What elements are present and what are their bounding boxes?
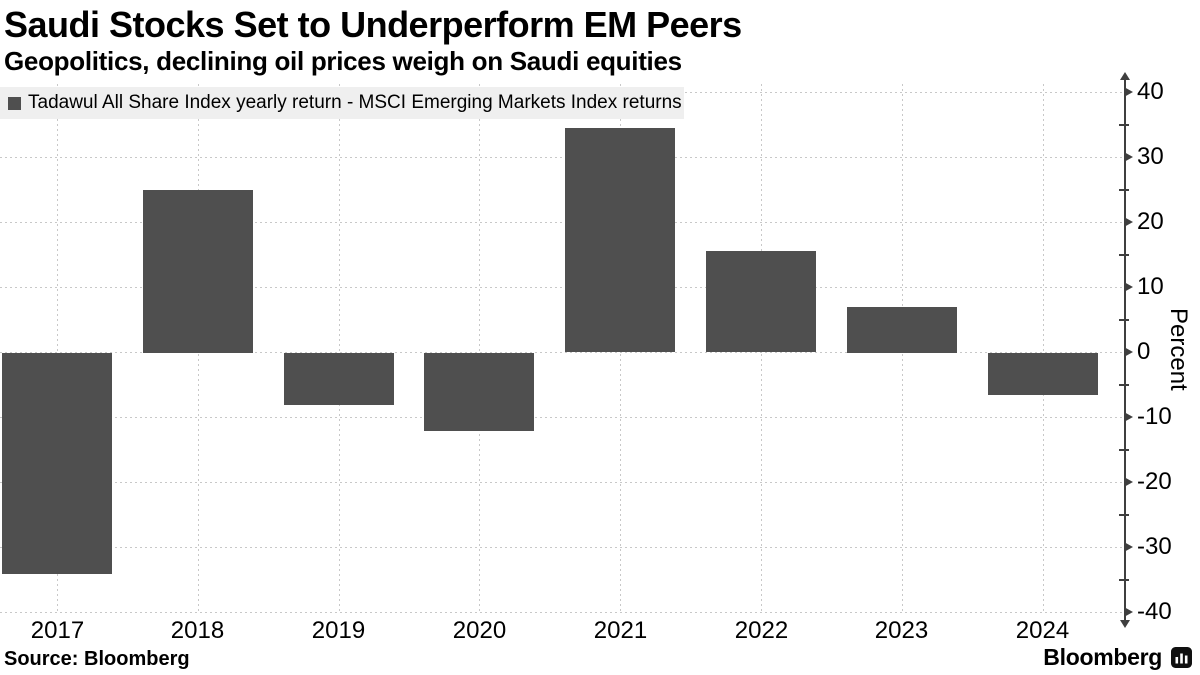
y-tick-arrow-icon--10 (1124, 412, 1133, 422)
gridline-y-10 (0, 417, 1125, 418)
y-tick-arrow-icon--40 (1124, 607, 1133, 617)
bar-2020 (424, 353, 534, 431)
gridline-y-20 (0, 482, 1125, 483)
x-tick-label-2020: 2020 (452, 617, 507, 644)
legend: Tadawul All Share Index yearly return - … (0, 87, 684, 119)
x-tick-label-2023: 2023 (874, 617, 929, 644)
bar-2018 (143, 190, 253, 353)
y-tick-arrow-icon-40 (1124, 87, 1133, 97)
bloomberg-chart-icon (1171, 647, 1192, 668)
legend-label: Tadawul All Share Index yearly return - … (28, 92, 682, 113)
y-minor-tick--15 (1119, 448, 1129, 451)
y-tick-label--40: -40 (1137, 598, 1172, 625)
y-tick-arrow-icon-0 (1124, 347, 1133, 357)
y-minor-tick--35 (1119, 578, 1129, 581)
gridline-x-2019 (339, 84, 340, 614)
gridline-y-30 (0, 547, 1125, 548)
y-tick-label-20: 20 (1137, 208, 1164, 235)
y-tick-label-40: 40 (1137, 78, 1164, 105)
y-minor-tick-25 (1119, 188, 1129, 191)
y-minor-tick--25 (1119, 513, 1129, 516)
y-tick-label-30: 30 (1137, 143, 1164, 170)
y-tick-label--20: -20 (1137, 468, 1172, 495)
x-tick-label-2018: 2018 (170, 617, 225, 644)
x-tick-label-2021: 2021 (593, 617, 648, 644)
y-minor-tick-15 (1119, 253, 1129, 256)
bar-2017 (2, 353, 112, 574)
x-tick-label-2017: 2017 (30, 617, 85, 644)
y-tick-arrow-icon-30 (1124, 152, 1133, 162)
y-tick-arrow-icon-20 (1124, 217, 1133, 227)
y-minor-tick-35 (1119, 123, 1129, 126)
y-tick-arrow-icon--20 (1124, 477, 1133, 487)
source-note: Source: Bloomberg (4, 648, 190, 670)
gridline-x-2024 (1043, 84, 1044, 614)
y-minor-tick-5 (1119, 318, 1129, 321)
y-tick-label--30: -30 (1137, 533, 1172, 560)
bar-2021 (565, 128, 675, 352)
y-tick-arrow-icon-10 (1124, 282, 1133, 292)
chart-title: Saudi Stocks Set to Underperform EM Peer… (4, 4, 742, 45)
gridline-y10 (0, 287, 1125, 288)
gridline-x-2017 (57, 84, 58, 614)
bar-2022 (706, 251, 816, 352)
bar-2019 (284, 353, 394, 405)
x-tick-label-2019: 2019 (311, 617, 366, 644)
gridline-y30 (0, 157, 1125, 158)
y-tick-arrow-icon--30 (1124, 542, 1133, 552)
y-axis-title: Percent (1165, 308, 1192, 391)
y-minor-tick--5 (1119, 383, 1129, 386)
gridline-y20 (0, 222, 1125, 223)
y-tick-label-0: 0 (1137, 338, 1151, 365)
y-tick-label-10: 10 (1137, 273, 1164, 300)
legend-swatch-icon (8, 96, 21, 110)
bloomberg-wordmark: Bloomberg (1043, 644, 1162, 670)
y-tick-label--10: -10 (1137, 403, 1172, 430)
gridline-x-2020 (479, 84, 480, 614)
gridline-y-40 (0, 612, 1125, 613)
x-tick-label-2024: 2024 (1015, 617, 1070, 644)
gridline-y0 (0, 352, 1125, 353)
bloomberg-logo: Bloomberg (1043, 644, 1192, 671)
y-axis-top-arrow-icon (1120, 72, 1130, 80)
x-tick-label-2022: 2022 (734, 617, 789, 644)
bar-2024 (988, 353, 1098, 395)
y-axis-bottom-arrow-icon (1120, 620, 1130, 628)
bar-2023 (847, 307, 957, 353)
chart-subtitle: Geopolitics, declining oil prices weigh … (4, 46, 682, 76)
